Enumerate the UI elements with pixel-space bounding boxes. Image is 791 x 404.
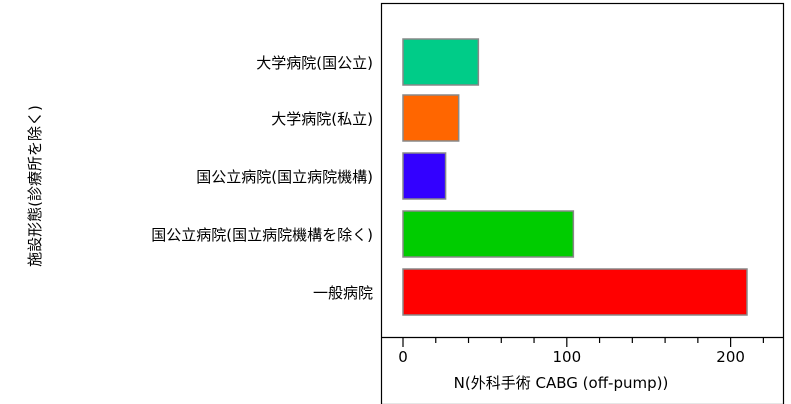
x-ticks: 0 100 200 bbox=[398, 337, 764, 366]
category-label-1: 大学病院(私立) bbox=[271, 110, 373, 128]
x-axis-title: N(外科手術 CABG (off-pump)) bbox=[454, 374, 669, 392]
category-label-3: 国公立病院(国立病院機構を除く) bbox=[151, 226, 373, 244]
bar-4 bbox=[402, 268, 748, 316]
bar-3 bbox=[402, 210, 575, 258]
x-tick-label: 200 bbox=[716, 348, 745, 366]
x-tick-label: 0 bbox=[398, 348, 408, 366]
category-label-4: 一般病院 bbox=[313, 284, 373, 302]
y-axis-title: 施設形態(診療所を除く) bbox=[26, 105, 44, 267]
plot-frame bbox=[380, 2, 785, 404]
category-label-2: 国公立病院(国立病院機構) bbox=[196, 168, 373, 186]
bar-0 bbox=[402, 38, 480, 86]
bar-2 bbox=[402, 152, 447, 200]
category-labels: 大学病院(国公立) 大学病院(私立) 国公立病院(国立病院機構) 国公立病院(国立病院… bbox=[151, 54, 373, 302]
bars-group bbox=[402, 38, 748, 316]
category-label-0: 大学病院(国公立) bbox=[256, 54, 373, 72]
bar-1 bbox=[402, 94, 460, 142]
x-tick-label: 100 bbox=[552, 348, 581, 366]
